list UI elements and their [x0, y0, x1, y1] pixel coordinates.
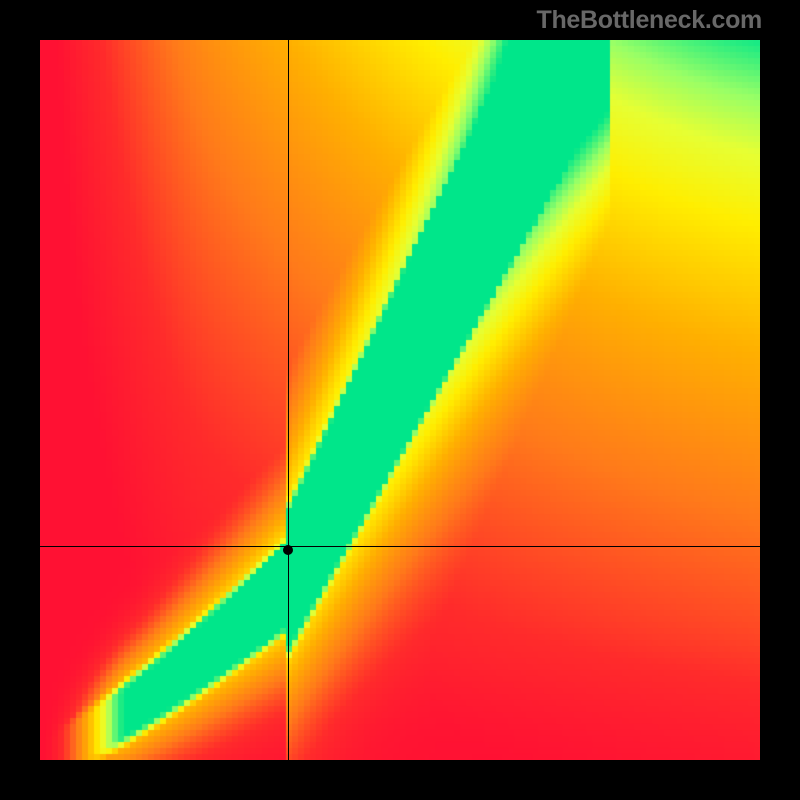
watermark-text: TheBottleneck.com [536, 6, 762, 35]
chart-container: TheBottleneck.com [0, 0, 800, 800]
heatmap-canvas [40, 40, 760, 760]
crosshair-vertical [288, 40, 289, 760]
marker-dot [283, 545, 293, 555]
heatmap-plot [40, 40, 760, 760]
crosshair-horizontal [40, 546, 760, 547]
